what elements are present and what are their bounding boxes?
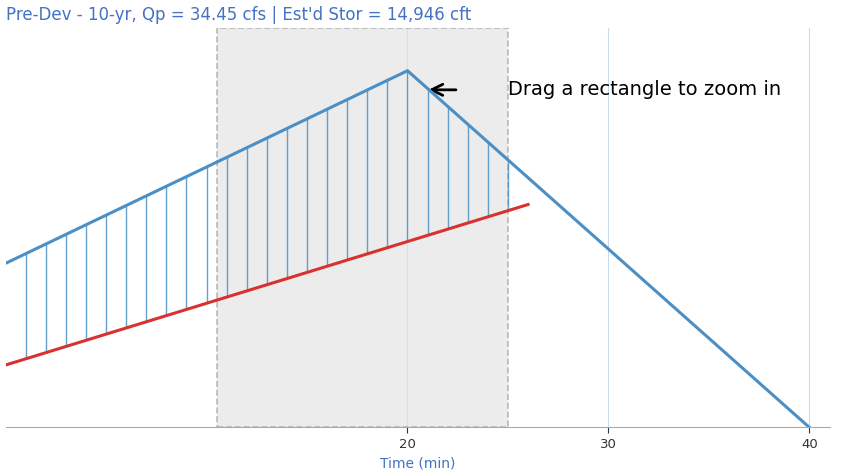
- Bar: [216, 28, 508, 427]
- Text: Drag a rectangle to zoom in: Drag a rectangle to zoom in: [508, 80, 781, 99]
- X-axis label: Time (min): Time (min): [380, 456, 455, 470]
- Text: Pre-Dev - 10-yr, Qp = 34.45 cfs | Est'd Stor = 14,946 cft: Pre-Dev - 10-yr, Qp = 34.45 cfs | Est'd …: [6, 6, 471, 23]
